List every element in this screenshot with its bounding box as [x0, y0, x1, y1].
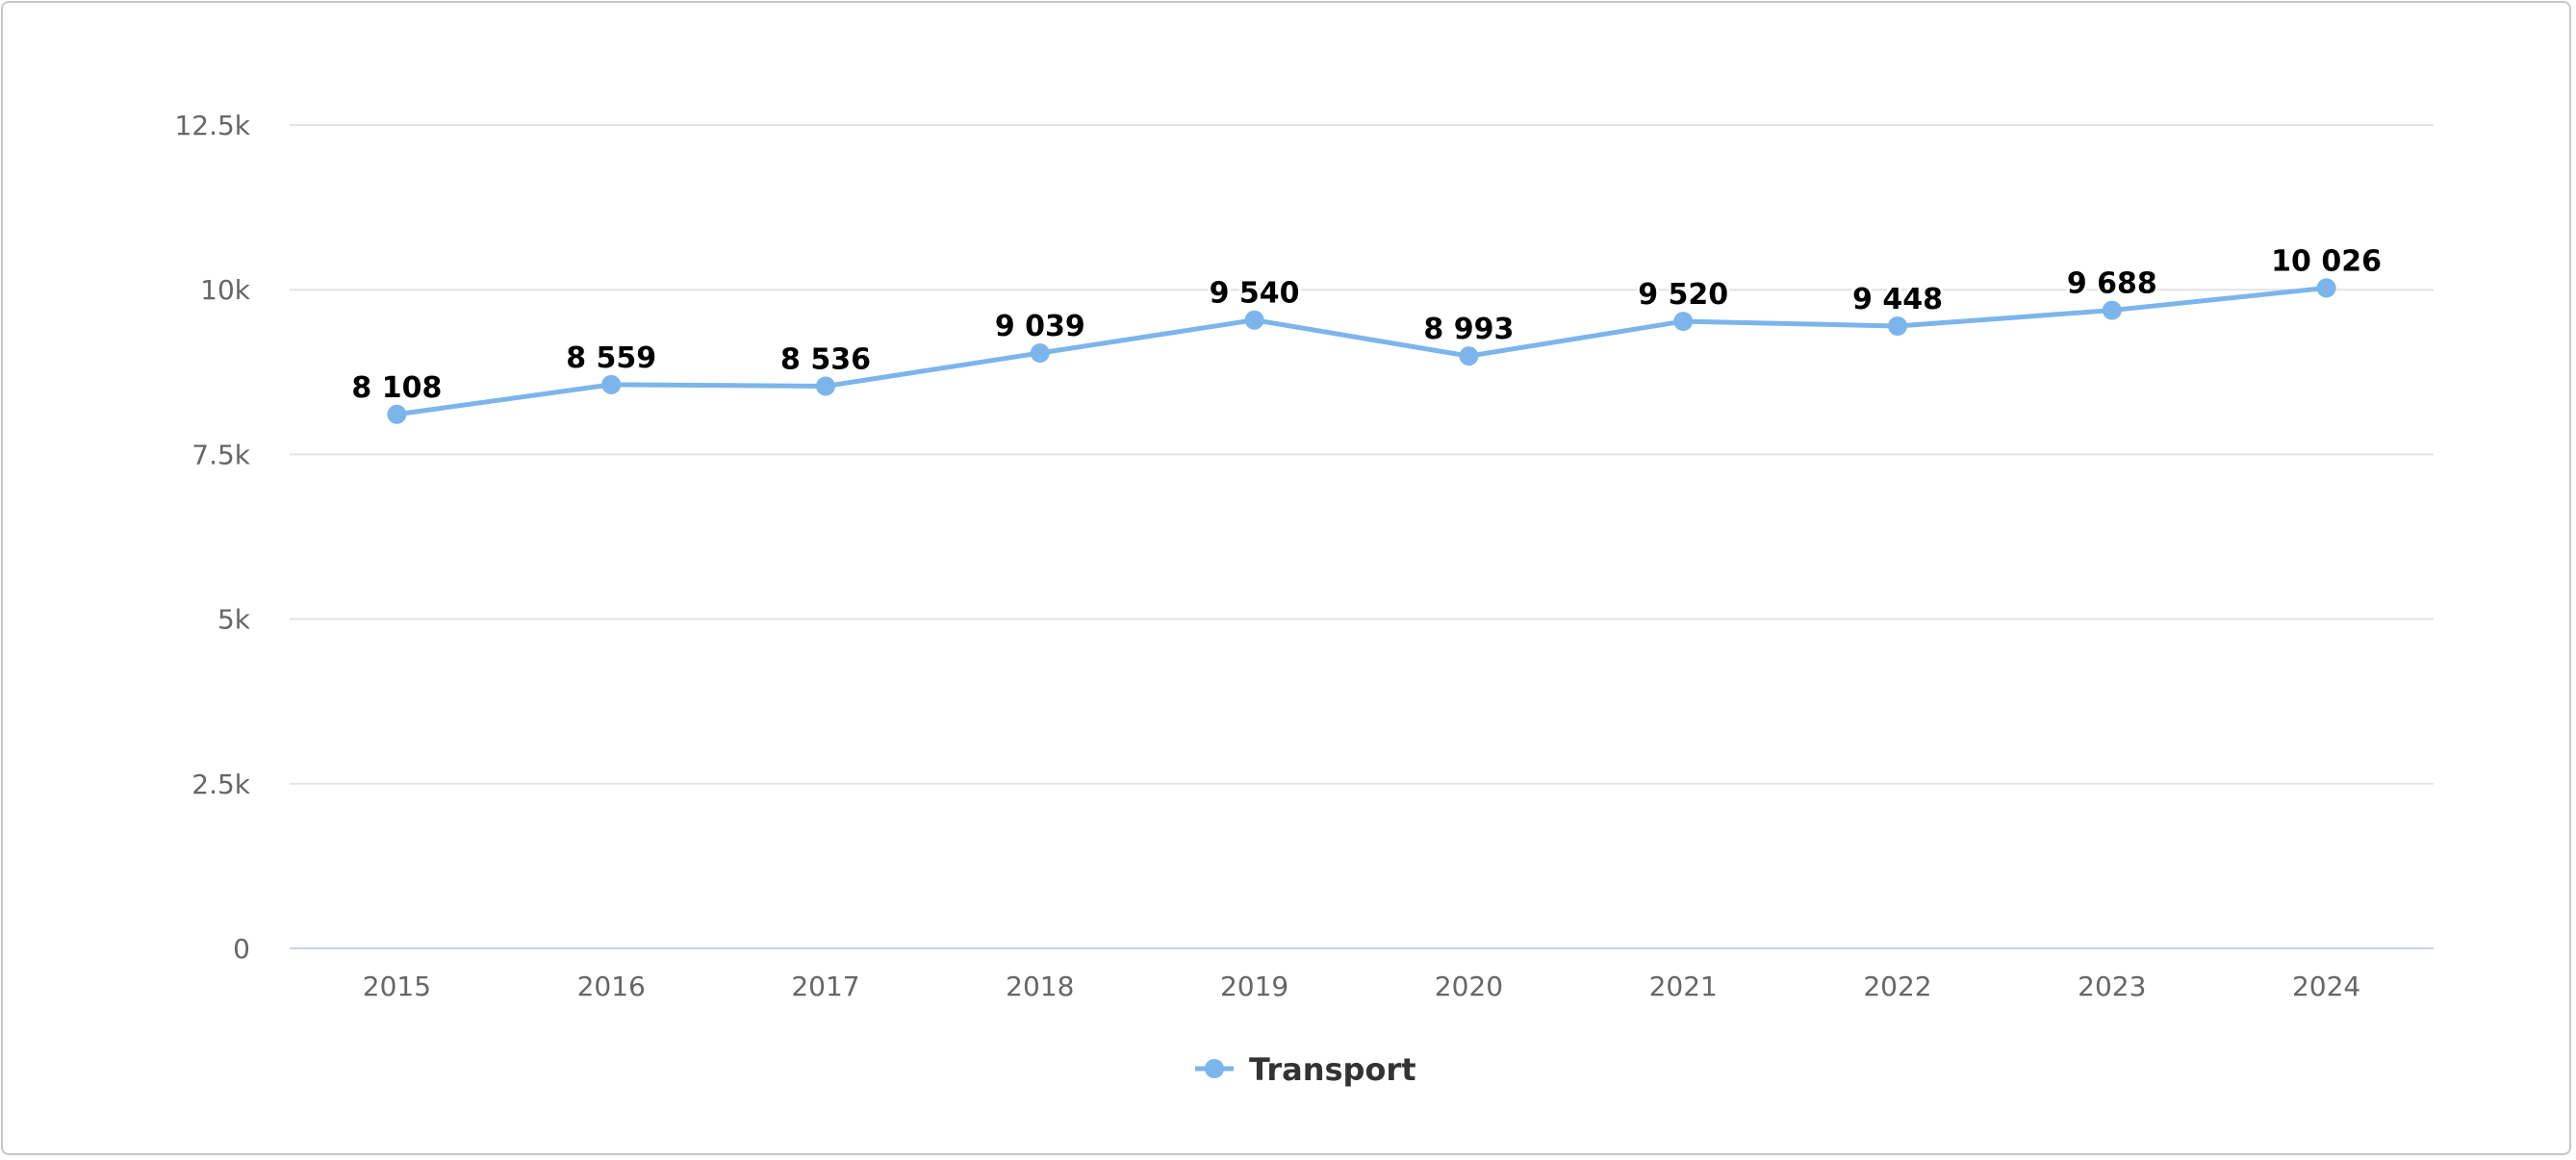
grid-lines	[290, 125, 2434, 948]
data-label: 8 536	[780, 342, 871, 376]
data-label: 9 688	[2067, 267, 2157, 301]
x-tick-label: 2023	[2078, 971, 2146, 1002]
data-point[interactable]	[1888, 316, 1907, 336]
x-tick-label: 2015	[363, 971, 431, 1002]
x-tick-label: 2019	[1220, 971, 1288, 1002]
data-point[interactable]	[1673, 312, 1693, 331]
data-point[interactable]	[2103, 301, 2122, 320]
x-tick-label: 2020	[1435, 971, 1503, 1002]
data-point[interactable]	[387, 405, 406, 424]
legend-marker-transport	[1205, 1059, 1224, 1078]
y-tick-label: 2.5k	[191, 769, 251, 800]
data-label: 8 559	[566, 341, 656, 375]
x-tick-label: 2021	[1649, 971, 1718, 1002]
x-axis: 2015 2016 2017 2018 2019 2020 2021 2022 2023 2024	[363, 971, 2360, 1002]
y-tick-label: 0	[233, 933, 250, 965]
data-point[interactable]	[816, 376, 835, 395]
data-point[interactable]	[1459, 346, 1478, 366]
data-label: 8 108	[351, 371, 442, 405]
data-label: 9 448	[1852, 283, 1943, 316]
x-tick-label: 2024	[2292, 971, 2360, 1002]
data-label: 9 540	[1210, 277, 1300, 311]
x-tick-label: 2022	[1863, 971, 1931, 1002]
data-point[interactable]	[1245, 311, 1264, 330]
data-label: 9 039	[995, 310, 1085, 343]
y-tick-label: 5k	[217, 604, 251, 636]
data-label: 10 026	[2271, 244, 2382, 278]
x-tick-label: 2017	[791, 971, 859, 1002]
data-point[interactable]	[1031, 343, 1050, 363]
series-transport[interactable]	[387, 278, 2335, 423]
data-label: 9 520	[1638, 278, 1728, 312]
legend-label-transport[interactable]: Transport	[1249, 1051, 1416, 1088]
series-line[interactable]	[396, 288, 2326, 414]
data-point[interactable]	[2317, 278, 2336, 297]
x-tick-label: 2018	[1006, 971, 1074, 1002]
y-tick-label: 12.5k	[174, 110, 250, 141]
data-labels: 8 108 8 559 8 536 9 039 9 540 8 993 9 520 9 448…	[351, 244, 2382, 404]
y-tick-label: 10k	[200, 274, 251, 306]
x-tick-label: 2016	[577, 971, 646, 1002]
y-tick-label: 7.5k	[191, 439, 251, 470]
y-axis: 0 2.5k 5k 7.5k 10k 12.5k	[174, 110, 250, 965]
data-label: 8 993	[1423, 313, 1514, 346]
data-point[interactable]	[601, 375, 621, 394]
legend[interactable]: Transport	[1195, 1051, 1416, 1088]
